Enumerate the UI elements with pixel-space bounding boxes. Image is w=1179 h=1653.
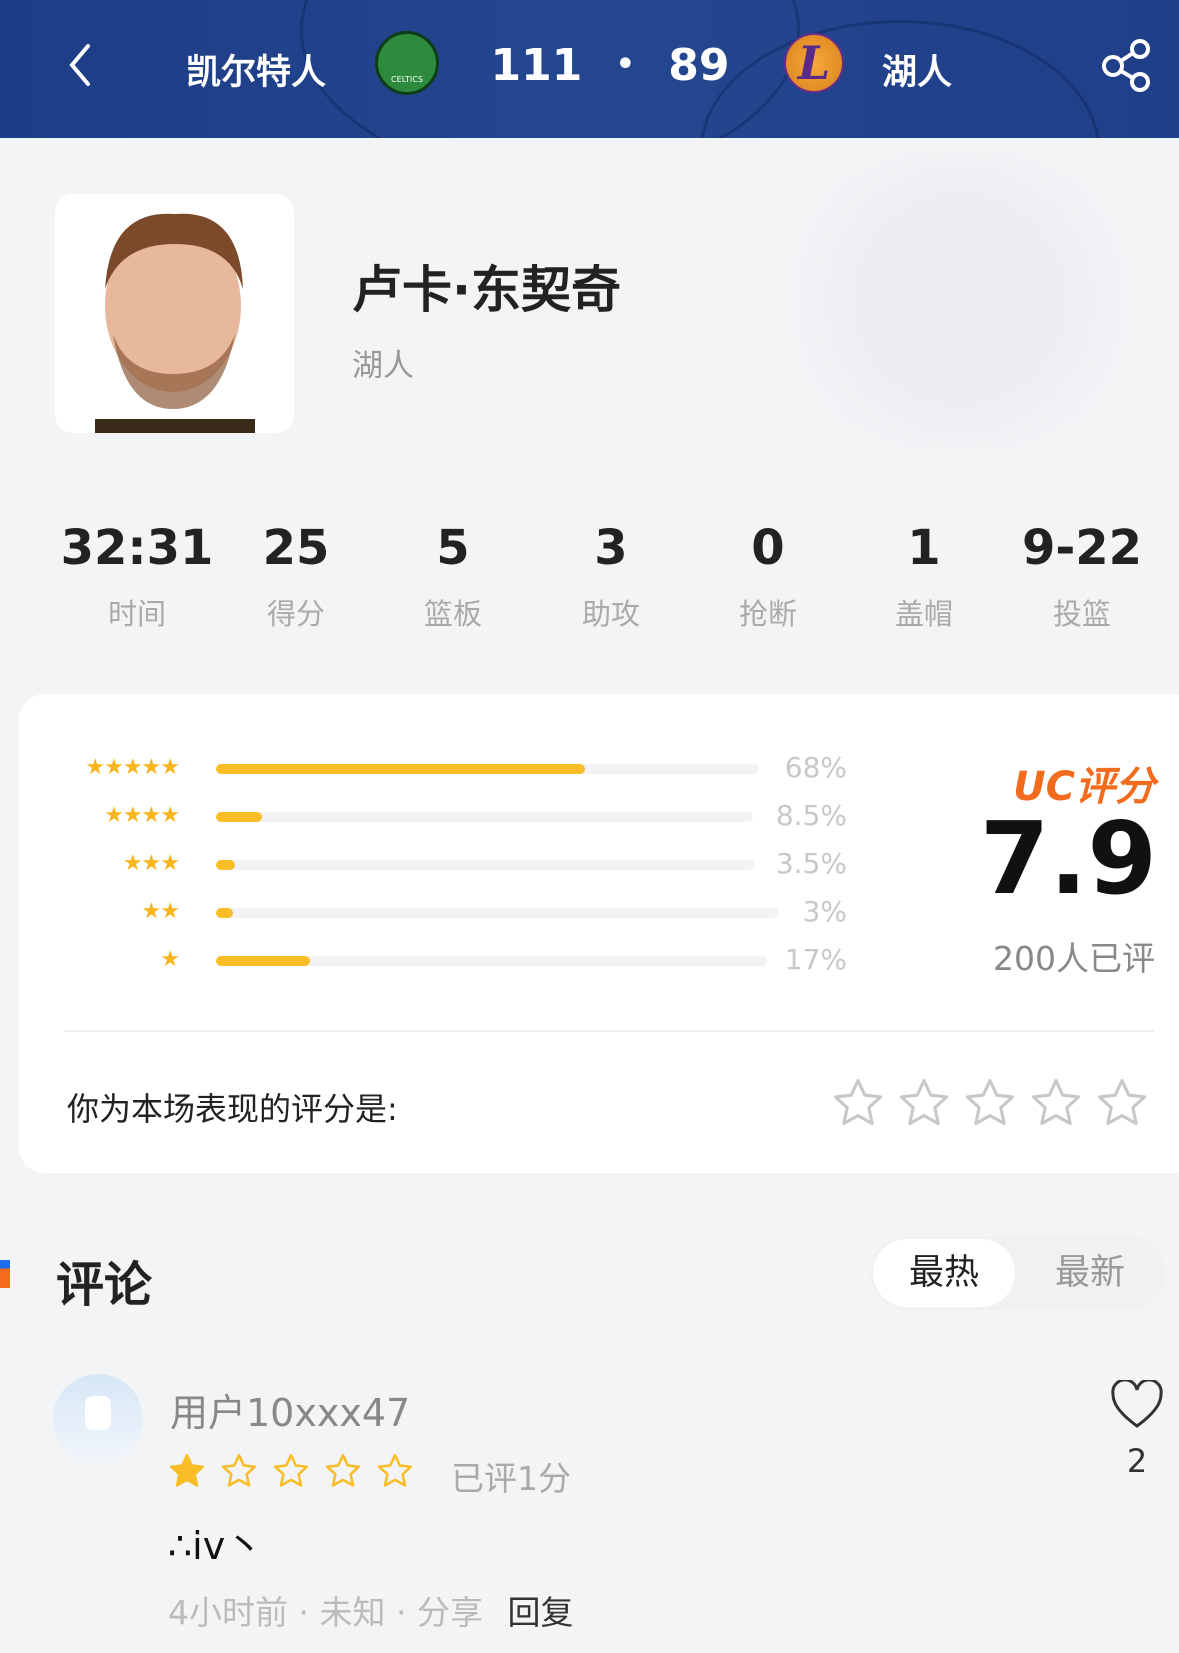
rating-bar-track	[216, 764, 759, 774]
avatar[interactable]	[53, 1374, 143, 1464]
stars-icon: ★	[160, 947, 180, 972]
rate-star-icon[interactable]	[1095, 1076, 1149, 1130]
share-link[interactable]: 分享	[416, 1593, 483, 1632]
rating-bar-fill	[216, 860, 235, 870]
chevron-left-icon	[69, 44, 90, 86]
home-team-name[interactable]: 凯尔特人	[186, 53, 327, 93]
away-team-logo[interactable]: L	[784, 33, 844, 93]
comment-meta: 4小时前 · 未知 · 分享 回复	[168, 1593, 574, 1632]
stat-steals: 0 抢断	[738, 520, 797, 631]
player-photo	[55, 194, 294, 433]
uc-rating-brand: UC评分	[1013, 764, 1155, 810]
tab-hottest[interactable]: 最热	[873, 1239, 1015, 1307]
section-accent-bar	[0, 1260, 10, 1288]
away-team-name[interactable]: 湖人	[882, 53, 953, 93]
stat-points: 25 得分	[262, 520, 330, 631]
rate-star-icon[interactable]	[1029, 1076, 1083, 1130]
away-score: 89	[668, 40, 730, 91]
comment-star-icon	[273, 1453, 309, 1487]
stat-field-goals: 9-22 投篮	[1021, 520, 1143, 631]
divider	[64, 1030, 1154, 1032]
stat-assists: 3 助攻	[581, 520, 640, 631]
tab-newest[interactable]: 最新	[1054, 1253, 1125, 1293]
rating-count: 200人已评	[993, 939, 1155, 978]
stat-rebounds: 5 篮板	[423, 520, 482, 631]
reply-link[interactable]: 回复	[507, 1593, 574, 1632]
rating-percent: 68%	[784, 751, 847, 784]
comment-sort-toggle: 最热 最新	[870, 1236, 1165, 1310]
rate-star-icon[interactable]	[831, 1076, 885, 1130]
like-count: 2	[1126, 1442, 1148, 1480]
comment-location: 未知	[319, 1593, 386, 1632]
rating-percent: 8.5%	[775, 799, 847, 832]
player-team: 湖人	[352, 348, 414, 384]
player-name: 卢卡·东契奇	[352, 261, 621, 319]
stars-icon: ★★★★	[104, 803, 180, 828]
rating-bar-track	[216, 956, 767, 966]
share-icon	[1102, 39, 1150, 92]
stars-icon: ★★★★★	[85, 755, 180, 780]
home-score: 111	[490, 40, 583, 91]
team-watermark	[760, 150, 1160, 450]
comment-time: 4小时前	[168, 1593, 288, 1632]
back-button[interactable]	[64, 42, 94, 88]
rating-bar-fill	[216, 956, 310, 966]
comments-title: 评论	[56, 1257, 153, 1313]
rate-prompt: 你为本场表现的评分是:	[67, 1090, 398, 1128]
like-button[interactable]	[1110, 1378, 1164, 1434]
rating-bar-fill	[216, 764, 586, 774]
comment-username[interactable]: 用户10xxx47	[170, 1391, 411, 1435]
rate-star-icon[interactable]	[897, 1076, 951, 1130]
rating-bar-track	[216, 908, 779, 918]
stars-icon: ★★	[141, 899, 180, 924]
home-team-logo[interactable]: CELTICS	[375, 31, 439, 95]
stat-minutes: 32:31 时间	[60, 520, 214, 631]
rating-percent: 3.5%	[775, 847, 847, 880]
comment-star-icon	[377, 1453, 413, 1487]
rating-bar-track	[216, 812, 753, 822]
stat-blocks: 1 盖帽	[894, 520, 953, 631]
comment-rating-stars	[168, 1452, 414, 1490]
player-portrait-icon	[55, 194, 294, 433]
rating-card: ★★★★★ 68% ★★★★ 8.5% ★★★ 3.5% ★★ 3% ★ 17% UC评分 7.9…	[19, 694, 1179, 1173]
match-header: 凯尔特人 CELTICS 111 • 89 L 湖人	[0, 0, 1179, 138]
rating-percent: 17%	[784, 943, 847, 976]
comment-content: ∴iv丶	[168, 1524, 264, 1568]
comment-rating-label: 已评1分	[451, 1459, 571, 1498]
comment-star-icon	[169, 1453, 205, 1487]
comment-star-icon	[221, 1453, 257, 1487]
rating-percent: 3%	[802, 895, 847, 928]
rating-bar-fill	[216, 812, 262, 822]
stars-icon: ★★★	[122, 851, 180, 876]
rating-bar-fill	[216, 908, 233, 918]
scoreboard: 111 • 89	[470, 40, 750, 91]
comment-star-icon	[325, 1453, 361, 1487]
rate-star-icon[interactable]	[963, 1076, 1017, 1130]
share-button[interactable]	[1100, 38, 1152, 96]
score-separator: •	[615, 47, 635, 82]
average-score: 7.9	[979, 800, 1157, 917]
avatar-placeholder-icon	[85, 1396, 111, 1430]
heart-icon	[1111, 1378, 1163, 1428]
rating-bar-track	[216, 860, 755, 870]
rate-stars[interactable]	[831, 1076, 1149, 1130]
